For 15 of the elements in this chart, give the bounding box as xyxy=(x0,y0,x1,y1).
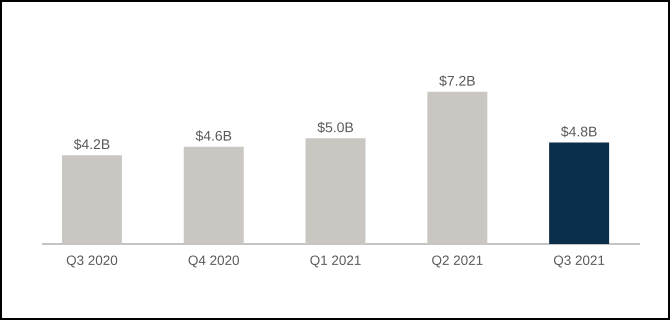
bar xyxy=(306,138,366,244)
x-tick-label: Q3 2020 xyxy=(66,256,118,268)
data-label: $4.8B xyxy=(561,126,597,138)
data-label: $5.0B xyxy=(317,122,354,134)
data-label: $7.2B xyxy=(439,75,475,87)
x-tick-label: Q3 2021 xyxy=(554,256,604,268)
bar xyxy=(427,92,488,244)
x-tick-label: Q4 2020 xyxy=(188,256,239,268)
x-tick-label: Q2 2021 xyxy=(432,256,482,268)
bar xyxy=(62,155,122,244)
bar xyxy=(549,142,610,244)
data-label: $4.2B xyxy=(74,138,110,150)
x-tick-label: Q1 2021 xyxy=(310,256,361,268)
data-label: $4.6B xyxy=(196,130,232,142)
bar xyxy=(184,146,244,244)
